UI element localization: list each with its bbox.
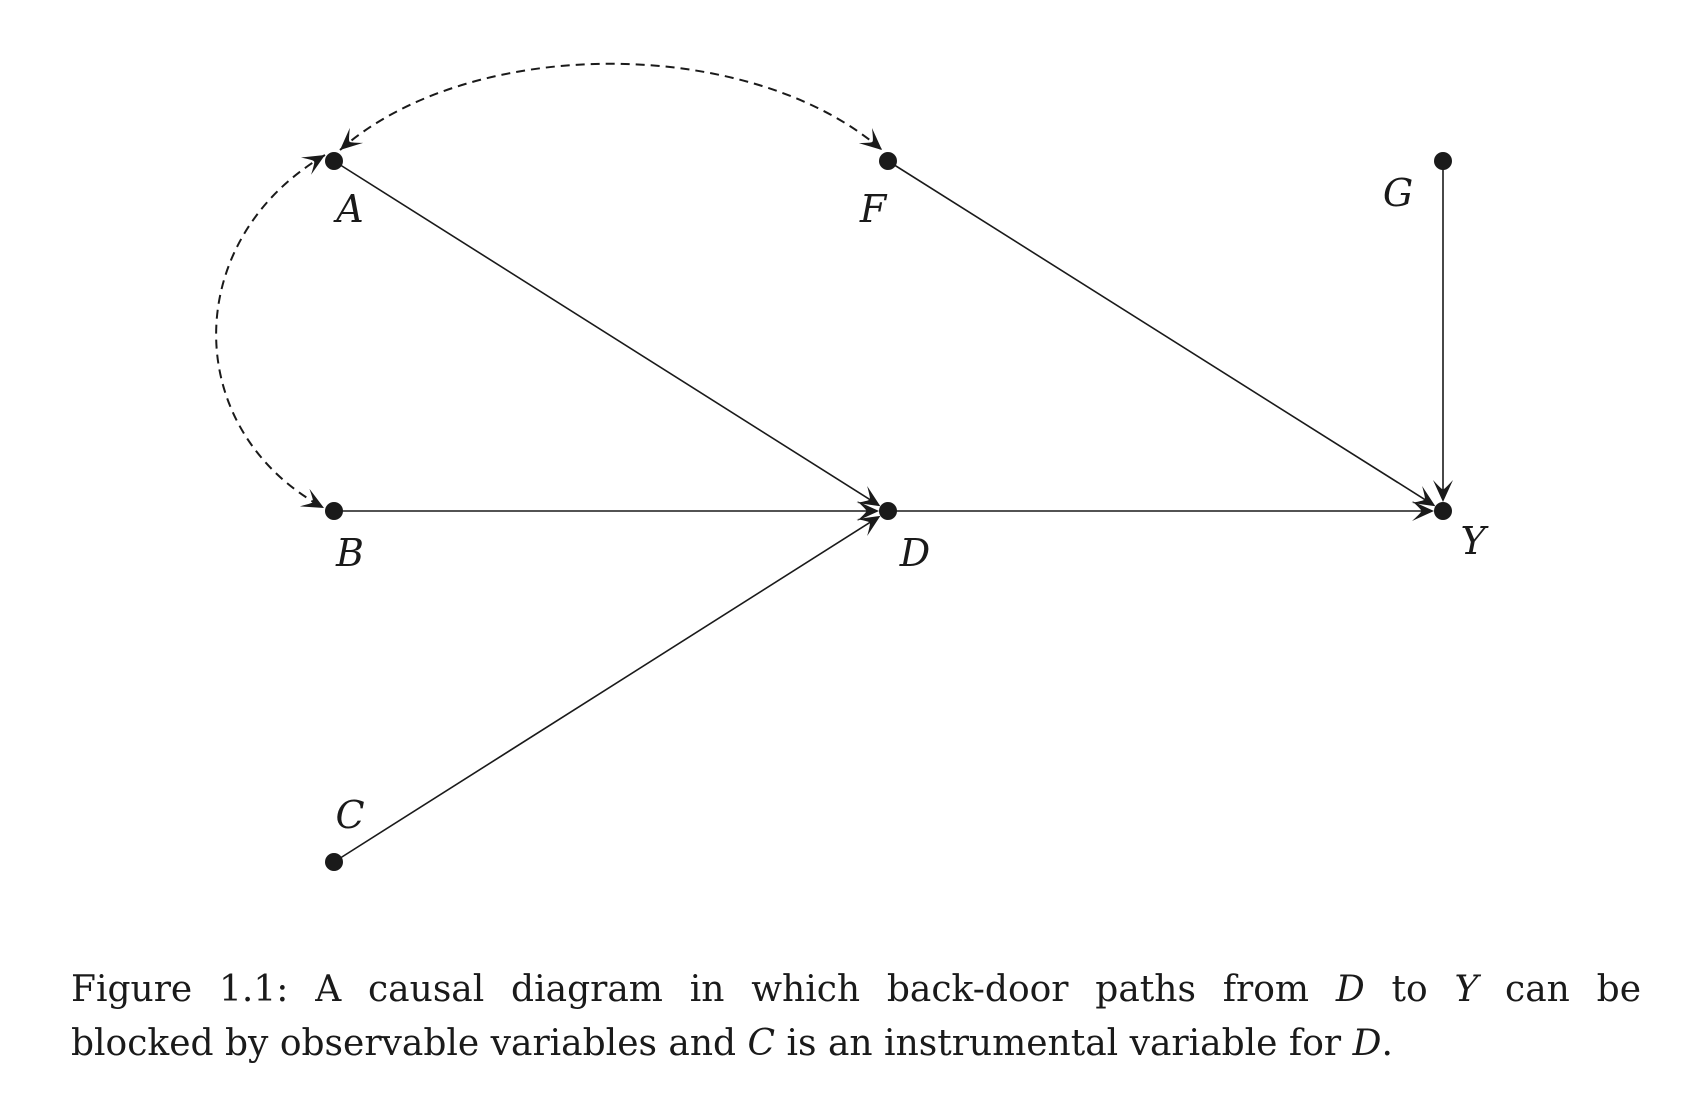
edge-a-f-dashed [339,62,883,151]
node-label-f: F [859,187,888,231]
node-label-a: A [333,187,363,231]
arrowhead-d-y [1412,501,1434,521]
caption-variable: C [747,1023,776,1064]
edge-c-d [333,519,875,863]
node-g [1434,152,1452,170]
caption-text: blocked by observable variables and [71,1023,748,1064]
node-label-g: G [1383,171,1413,215]
nodes-layer [325,152,1452,871]
edges-layer [215,62,1444,863]
node-label-d: D [899,531,930,575]
arrowhead-g-y [1433,480,1453,502]
caption-line-1: Figure 1.1: A causal diagram in which ba… [71,963,1641,1017]
arrowhead-b-end [299,488,324,508]
edge-a-d [333,160,875,503]
node-y [1434,502,1452,520]
node-label-y: Y [1460,519,1489,563]
caption-text: . [1381,1023,1393,1064]
caption-text: is an instrumental variable for [775,1023,1353,1064]
arrowhead-a-d [856,485,881,507]
node-c [325,853,343,871]
edge-f-y [887,160,1430,503]
edge-a-b-dashed [215,154,326,509]
arrowhead-a-end [340,127,364,150]
node-label-c: C [335,793,364,837]
node-a [325,152,343,170]
labels-layer: A B C D F G Y [333,171,1489,837]
figure-caption: Figure 1.1: A causal diagram in which ba… [71,963,1641,1071]
node-f [879,152,897,170]
caption-text: can be [1478,969,1642,1010]
arrowhead-b-d [857,501,879,521]
caption-line-2: blocked by observable variables and C is… [71,1017,1641,1071]
caption-variable: Y [1454,969,1479,1010]
arrowhead-f-y [1411,486,1436,507]
caption-variable: D [1352,1023,1382,1064]
node-d [879,502,897,520]
caption-text: to [1364,969,1455,1010]
arrowheads-layer [299,127,1453,537]
arrowhead-c-d [856,515,881,537]
arrowhead-f-end [858,128,882,150]
caption-text: Figure 1.1: A causal diagram in which ba… [71,969,1336,1010]
arrowhead-a-end [300,155,325,175]
node-b [325,502,343,520]
caption-variable: D [1335,969,1365,1010]
node-label-b: B [335,531,364,575]
